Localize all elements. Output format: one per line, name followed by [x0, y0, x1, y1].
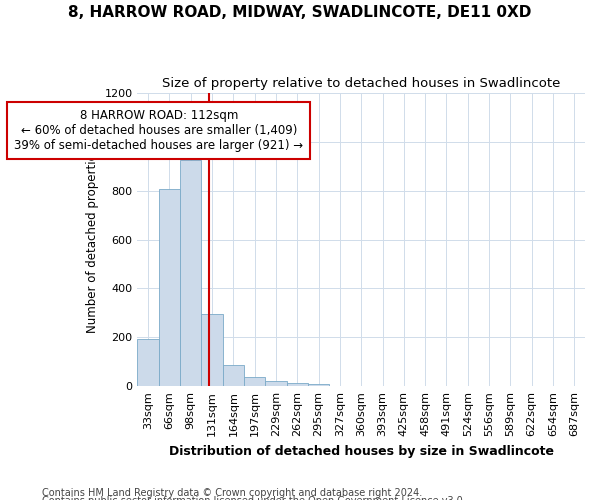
Bar — [137, 338, 159, 386]
Bar — [159, 189, 180, 386]
Bar — [244, 377, 265, 386]
Bar — [265, 381, 287, 386]
Bar — [308, 384, 329, 386]
Text: Contains HM Land Registry data © Crown copyright and database right 2024.: Contains HM Land Registry data © Crown c… — [42, 488, 422, 498]
Bar — [180, 160, 202, 386]
Bar — [287, 383, 308, 386]
Bar — [202, 314, 223, 386]
Y-axis label: Number of detached properties: Number of detached properties — [86, 146, 99, 332]
Bar — [223, 364, 244, 386]
X-axis label: Distribution of detached houses by size in Swadlincote: Distribution of detached houses by size … — [169, 444, 554, 458]
Title: Size of property relative to detached houses in Swadlincote: Size of property relative to detached ho… — [162, 78, 560, 90]
Text: 8 HARROW ROAD: 112sqm
← 60% of detached houses are smaller (1,409)
39% of semi-d: 8 HARROW ROAD: 112sqm ← 60% of detached … — [14, 109, 303, 152]
Text: 8, HARROW ROAD, MIDWAY, SWADLINCOTE, DE11 0XD: 8, HARROW ROAD, MIDWAY, SWADLINCOTE, DE1… — [68, 5, 532, 20]
Text: Contains public sector information licensed under the Open Government Licence v3: Contains public sector information licen… — [42, 496, 466, 500]
